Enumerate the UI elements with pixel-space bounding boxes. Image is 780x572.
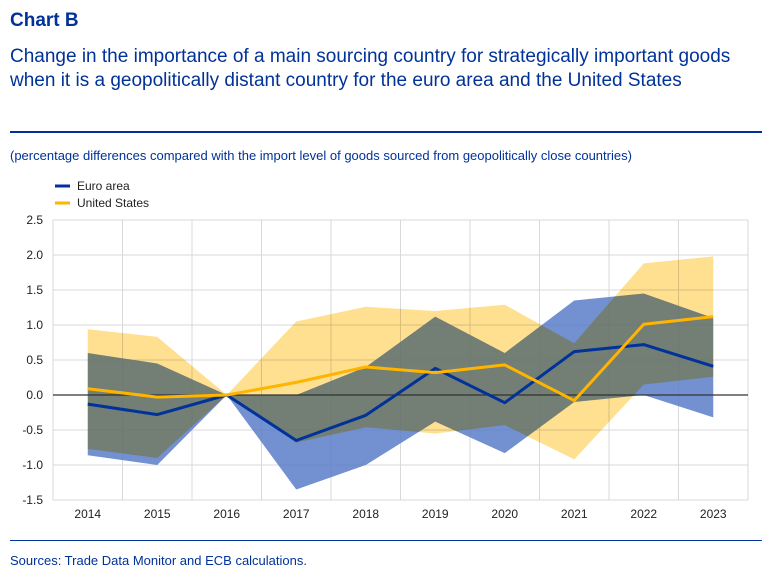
y-tick-label: 2.5 <box>26 213 43 227</box>
chart-label: Chart B <box>10 10 79 31</box>
x-tick-label: 2014 <box>74 507 101 521</box>
y-tick-label: 2.0 <box>26 248 43 262</box>
x-tick-label: 2017 <box>283 507 310 521</box>
y-tick-label: 1.0 <box>26 318 43 332</box>
legend: Euro area United States <box>55 179 149 210</box>
axis-labels: 2.5 2.0 1.5 1.0 0.5 0.0 -0.5 -1.0 -1.5 2014 2015 20… <box>22 213 727 521</box>
legend-label: United States <box>77 196 149 210</box>
source-note: Sources: Trade Data Monitor and ECB calc… <box>10 553 307 568</box>
y-tick-label: -0.5 <box>22 423 43 437</box>
line-chart: 2.5 2.0 1.5 1.0 0.5 0.0 -0.5 -1.0 -1.5 2014 2015 20… <box>22 179 749 521</box>
y-tick-label: -1.5 <box>22 493 43 507</box>
chart-subtitle: (percentage differences compared with th… <box>10 148 632 163</box>
x-tick-label: 2023 <box>700 507 727 521</box>
x-tick-label: 2021 <box>561 507 588 521</box>
y-tick-label: 0.5 <box>26 353 43 367</box>
y-tick-label: -1.0 <box>22 458 43 472</box>
x-tick-label: 2015 <box>144 507 171 521</box>
legend-label: Euro area <box>77 179 130 193</box>
series-line <box>87 315 714 403</box>
chart-title: Change in the importance of a main sourc… <box>10 46 731 91</box>
title-divider <box>10 131 762 133</box>
x-tick-label: 2022 <box>630 507 657 521</box>
y-tick-label: 1.5 <box>26 283 43 297</box>
confidence-band <box>87 256 714 460</box>
x-tick-label: 2016 <box>213 507 240 521</box>
x-tick-label: 2018 <box>352 507 379 521</box>
y-tick-label: 0.0 <box>26 388 43 402</box>
x-tick-label: 2020 <box>491 507 518 521</box>
x-tick-label: 2019 <box>422 507 449 521</box>
series-lines <box>87 315 714 442</box>
footer-divider <box>10 540 762 541</box>
series-line <box>87 343 714 442</box>
